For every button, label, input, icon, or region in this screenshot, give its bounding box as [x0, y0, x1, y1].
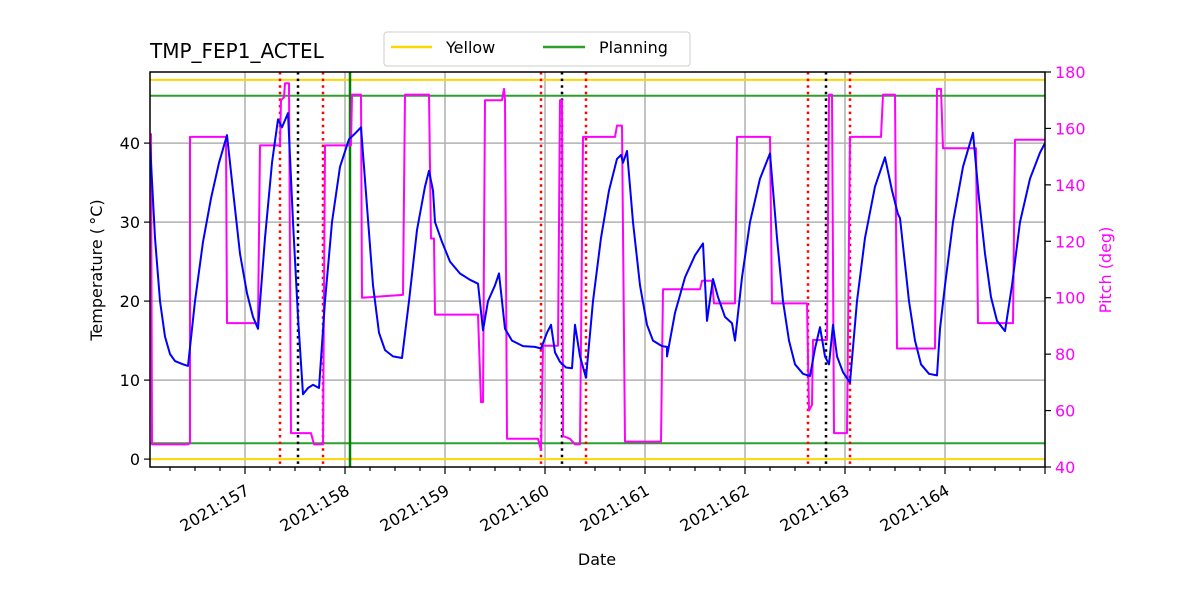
y-tick-label: 10 — [120, 371, 140, 390]
chart-title: TMP_FEP1_ACTEL — [149, 39, 325, 63]
y2-tick-label: 40 — [1055, 458, 1075, 477]
x-axis-label: Date — [578, 550, 616, 569]
axes-frame — [149, 71, 1046, 468]
y-tick-label: 0 — [130, 450, 140, 469]
y-tick-label: 40 — [120, 134, 140, 153]
y-tick-label: 20 — [120, 292, 140, 311]
y2-tick-label: 180 — [1055, 63, 1086, 82]
y2-axis-label: Pitch (deg) — [1096, 227, 1115, 314]
y2-tick-label: 80 — [1055, 345, 1075, 364]
plot-area — [149, 71, 1046, 468]
legend-planning-label: Planning — [599, 38, 668, 57]
legend-box — [383, 31, 691, 67]
y2-tick-label: 100 — [1055, 289, 1086, 308]
y2-tick-label: 140 — [1055, 176, 1086, 195]
legend: Yellow Planning — [383, 31, 691, 67]
legend-yellow-label: Yellow — [445, 38, 495, 57]
data-series — [150, 82, 1045, 452]
y-axis-left: 0 10 20 30 40 — [120, 134, 150, 469]
series-tmp-fep1-actel — [150, 112, 1045, 396]
y-axis-right: 40 60 80 100 120 140 160 180 — [1045, 63, 1086, 477]
y2-tick-label: 120 — [1055, 232, 1086, 251]
y-tick-label: 30 — [120, 213, 140, 232]
y2-tick-label: 160 — [1055, 119, 1086, 138]
y-axis-label: Temperature ( °C) — [87, 199, 106, 341]
y2-tick-label: 60 — [1055, 402, 1075, 421]
